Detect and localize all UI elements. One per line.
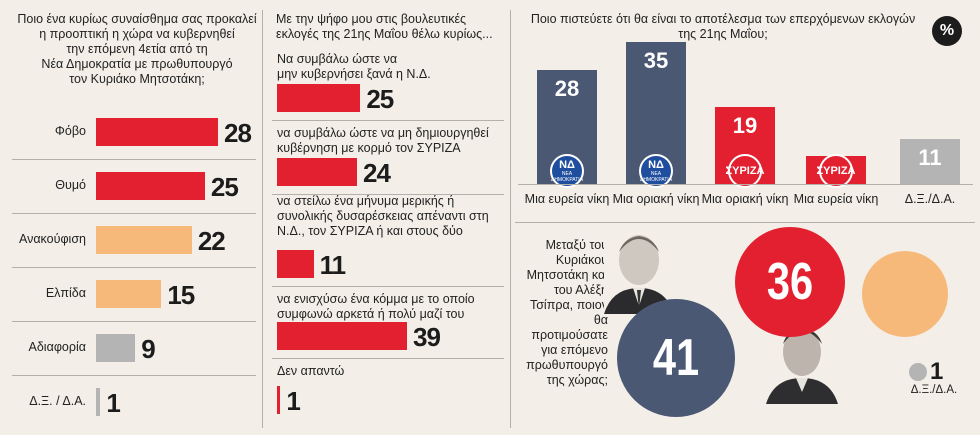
vote-intent-value-label: 24 bbox=[363, 158, 391, 188]
party-logo-main: ΝΔ bbox=[648, 158, 664, 171]
vote-intent-value-label: 11 bbox=[319, 250, 346, 280]
feeling-value-label: 15 bbox=[167, 280, 195, 310]
vote-intent-category-line: κυβέρνηση με κορμό τον ΣΥΡΙΖΑ bbox=[277, 141, 461, 155]
percent-badge: % bbox=[932, 16, 962, 46]
pm-bubble bbox=[909, 363, 927, 381]
feeling-bar bbox=[96, 226, 192, 254]
vote-intent-bar bbox=[277, 250, 314, 278]
feeling-row-divider bbox=[12, 159, 256, 160]
vote-intent-chart-title: Με την ψήφο μου στις βουλευτικές εκλογές… bbox=[276, 12, 493, 41]
feeling-value-label: 25 bbox=[210, 172, 239, 202]
pm-bubble bbox=[861, 250, 949, 338]
feeling-bar bbox=[96, 172, 205, 200]
vote-intent-category-line: Δεν απαντώ bbox=[277, 364, 345, 378]
pm-bubble bbox=[734, 226, 846, 338]
outcome-category-label: Δ.Ξ./Δ.Α. bbox=[904, 192, 956, 206]
vote-intent-value-label: 25 bbox=[366, 84, 394, 114]
vote-intent-bar bbox=[277, 386, 281, 414]
feeling-category-label: Ελπίδα bbox=[45, 286, 86, 300]
vote-intent-category-line: να ενισχύσω ένα κόμμα με το οποίο bbox=[277, 292, 475, 306]
pm-bubble bbox=[617, 299, 735, 417]
vote-intent-row-divider bbox=[272, 286, 504, 287]
feeling-category-label: Θυμό bbox=[55, 178, 86, 192]
outcome-category-label: Μια οριακή νίκη bbox=[612, 192, 700, 206]
vote-intent-category-line: μην κυβερνήσει ξανά η Ν.Δ. bbox=[277, 67, 431, 81]
column-divider-2 bbox=[510, 10, 511, 428]
feeling-category-label: Αδιαφορία bbox=[28, 340, 86, 354]
outcome-value-label: 19 bbox=[732, 112, 758, 138]
pm-value-label: 36 bbox=[766, 253, 814, 311]
feeling-chart-title: Ποιο ένα κυρίως συναίσθημα σας προκαλεί … bbox=[17, 12, 257, 86]
vote-intent-category-line: συμφωνώ αρκετά ή πολύ μαζί του bbox=[277, 307, 465, 321]
vote-intent-row-divider bbox=[272, 358, 504, 359]
vote-intent-row-divider bbox=[272, 120, 504, 121]
outcome-baseline bbox=[518, 184, 973, 185]
party-logo-main: ΣΥΡΙΖΑ bbox=[725, 164, 765, 177]
vote-intent-category-label: να συμβάλω ώστε να μη δημιουργηθεί κυβέρν… bbox=[277, 126, 505, 156]
feeling-bar bbox=[96, 388, 101, 416]
feeling-row-divider bbox=[12, 375, 256, 376]
feeling-category-label: Δ.Ξ. / Δ.Α. bbox=[29, 394, 86, 408]
vote-intent-category-label: Να συμβάλω ώστε να μην κυβερνήσει ξανά η … bbox=[277, 52, 505, 82]
pm-value-label: 41 bbox=[652, 329, 700, 387]
feeling-row-divider bbox=[12, 213, 256, 214]
row-divider-right bbox=[515, 222, 975, 223]
vote-intent-category-line: να συμβάλω ώστε να μη δημιουργηθεί bbox=[277, 126, 489, 140]
outcome-bar bbox=[900, 139, 960, 184]
vote-intent-value-label: 1 bbox=[286, 386, 301, 416]
feeling-row-divider bbox=[12, 267, 256, 268]
vote-intent-bar bbox=[277, 84, 361, 112]
vote-intent-category-label: Δεν απαντώ bbox=[277, 364, 505, 379]
vote-intent-category-line: Ν.Δ., τον ΣΥΡΙΖΑ ή και στους δύο bbox=[277, 224, 463, 238]
column-divider-1 bbox=[262, 10, 263, 428]
outcome-value-label: 11 bbox=[918, 145, 942, 171]
feeling-category-label: Ανακούφιση bbox=[18, 232, 86, 246]
outcome-category-label: Μια ευρεία νίκη bbox=[793, 192, 879, 206]
feeling-value-label: 22 bbox=[197, 226, 226, 256]
party-logo-icon: ΝΔ ΝΕΑ ΔΗΜΟΚΡΑΤΙΑ bbox=[639, 154, 673, 188]
outcome-category-label: Μια ευρεία νίκη bbox=[524, 192, 610, 206]
vote-intent-value-label: 39 bbox=[413, 322, 441, 352]
party-logo-main: ΝΔ bbox=[559, 158, 575, 171]
feeling-value-label: 1 bbox=[106, 388, 121, 418]
feeling-row-divider bbox=[12, 321, 256, 322]
feeling-bar bbox=[96, 280, 162, 308]
vote-intent-bar bbox=[277, 322, 407, 350]
vote-intent-category-line: Να συμβάλω ώστε να bbox=[277, 52, 398, 66]
party-logo-icon: ΣΥΡΙΖΑ bbox=[725, 154, 765, 188]
outcome-value-label: 35 bbox=[643, 48, 669, 73]
vote-intent-bar bbox=[277, 158, 357, 186]
party-logo-icon: ΝΔ ΝΕΑ ΔΗΜΟΚΡΑΤΙΑ bbox=[550, 154, 584, 188]
feeling-value-label: 9 bbox=[141, 334, 156, 364]
feeling-category-label: Φόβο bbox=[54, 124, 86, 138]
party-logo-main: ΣΥΡΙΖΑ bbox=[816, 164, 856, 177]
vote-intent-category-line: συνολικής δυσαρέσκειας απέναντι στη bbox=[277, 209, 489, 223]
election-outcome-chart-title: Ποιο πιστεύετε ότι θα είναι το αποτέλεσμ… bbox=[530, 12, 916, 41]
feeling-bar bbox=[96, 334, 136, 362]
party-logo-sub: ΝΕΑ ΔΗΜΟΚΡΑΤΙΑ bbox=[639, 170, 673, 183]
outcome-category-label: Μια οριακή νίκη bbox=[701, 192, 789, 206]
vote-intent-row-divider bbox=[272, 194, 504, 195]
party-logo-sub: ΝΕΑ ΔΗΜΟΚΡΑΤΙΑ bbox=[550, 170, 584, 183]
pm-preference-chart-title: Μεταξύ του Κυριάκου Μητσοτάκη και του Αλ… bbox=[526, 238, 608, 387]
party-logo-icon: ΣΥΡΙΖΑ bbox=[816, 154, 856, 188]
vote-intent-category-label: να ενισχύσω ένα κόμμα με το οποίο συμφωνώ… bbox=[277, 292, 505, 322]
feeling-value-label: 28 bbox=[224, 118, 252, 148]
feeling-bar bbox=[96, 118, 218, 146]
vote-intent-category-line: να στείλω ένα μήνυμα μερικής ή bbox=[277, 194, 455, 208]
vote-intent-category-label: να στείλω ένα μήνυμα μερικής ή συνολικής … bbox=[277, 194, 505, 239]
outcome-value-label: 28 bbox=[554, 76, 580, 102]
pm-dk-label: Δ.Ξ./Δ.Α. bbox=[910, 384, 958, 396]
pm-value-label: 1 bbox=[930, 358, 944, 385]
